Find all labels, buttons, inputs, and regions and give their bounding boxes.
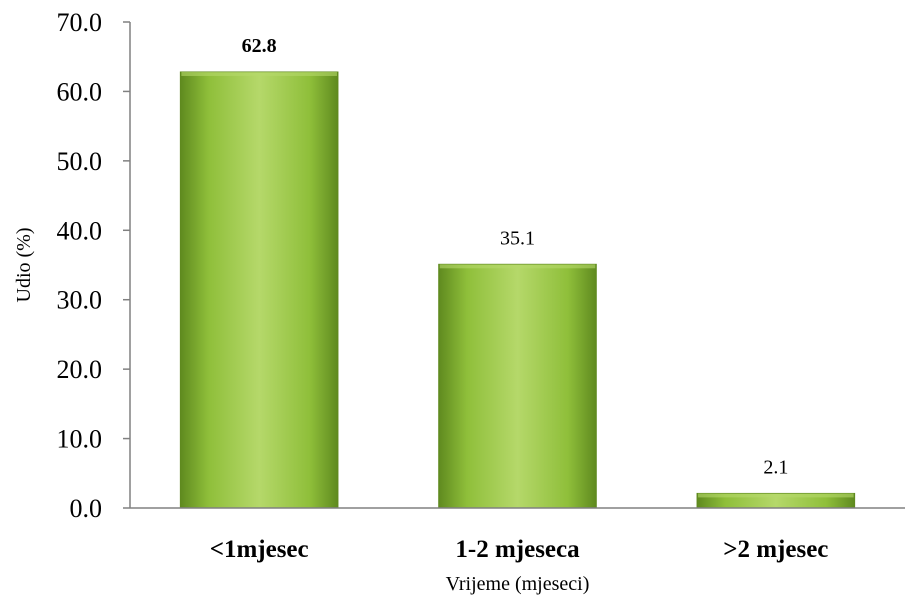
bars (179, 71, 856, 509)
axes (129, 22, 905, 509)
data-label: 2.1 (763, 456, 788, 478)
bar-top-highlight (698, 493, 854, 498)
category-label: 1-2 mjeseca (455, 536, 580, 563)
y-axis-ticks: 0.0 10.0 20.0 30.0 40.0 50.0 60.0 70.0 (57, 8, 130, 523)
data-label: 62.8 (242, 35, 277, 57)
y-tick-label: 20.0 (57, 355, 103, 384)
y-tick-label: 40.0 (57, 216, 103, 245)
bar (179, 71, 339, 509)
category-label: >2 mjesec (723, 536, 828, 563)
y-tick-label: 50.0 (57, 147, 103, 176)
bar (438, 263, 597, 509)
y-tick-label: 0.0 (70, 494, 103, 523)
y-tick-label: 10.0 (57, 425, 103, 454)
data-labels: 62.8 35.1 2.1 (242, 35, 789, 478)
category-labels: <1mjesec 1-2 mjeseca >2 mjesec (210, 536, 829, 563)
y-tick-label: 30.0 (57, 286, 103, 315)
bar-top-highlight (439, 264, 596, 269)
data-label: 35.1 (500, 227, 535, 249)
category-label: <1mjesec (210, 536, 309, 563)
bar-top-highlight (181, 71, 337, 76)
y-axis-title: Udio (%) (13, 228, 35, 303)
y-tick-label: 60.0 (57, 77, 103, 106)
x-axis-title: Vrijeme (mjeseci) (446, 573, 590, 595)
y-tick-label: 70.0 (57, 8, 103, 37)
